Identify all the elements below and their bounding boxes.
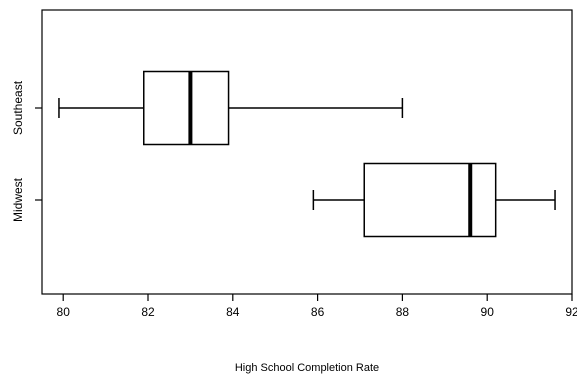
box-midwest [312, 162, 556, 238]
plot-frame [41, 9, 573, 295]
box-southeast [58, 70, 404, 146]
iqr-box [143, 70, 230, 146]
y-tick-label: Southeast [11, 80, 25, 135]
x-tick-label: 88 [396, 305, 410, 319]
y-tick-label: Midwest [11, 177, 25, 222]
x-tick-label: 90 [481, 305, 495, 319]
iqr-box [363, 162, 497, 238]
boxes [58, 70, 556, 238]
x-axis-title: High School Completion Rate [235, 362, 379, 374]
x-tick-label: 86 [311, 305, 325, 319]
x-tick-label: 84 [226, 305, 240, 319]
x-tick-label: 80 [57, 305, 71, 319]
x-axis: 80 82 84 86 88 90 92 [57, 294, 577, 319]
x-tick-label: 92 [565, 305, 577, 319]
y-axis: Southeast Midwest [11, 80, 42, 222]
x-tick-label: 82 [141, 305, 155, 319]
